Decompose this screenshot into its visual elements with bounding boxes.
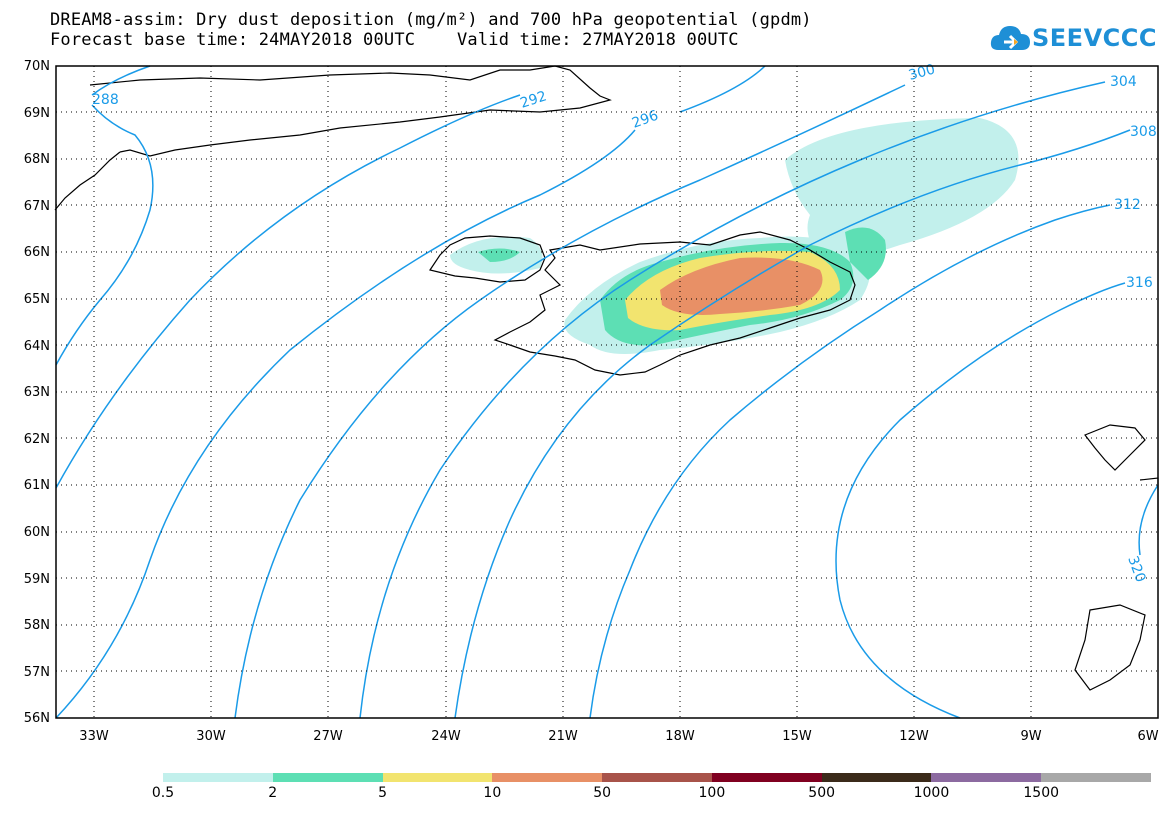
- lon-label: 27W: [313, 729, 343, 744]
- lat-label: 62N: [24, 432, 50, 447]
- lat-label: 70N: [24, 59, 50, 74]
- legend-swatch: [272, 773, 383, 782]
- lon-label: 30W: [196, 729, 226, 744]
- forecast-times: Forecast base time: 24MAY2018 00UTC Vali…: [50, 30, 739, 50]
- contour-label: 320: [1124, 554, 1148, 585]
- dust-deposition-field: [450, 118, 1019, 354]
- lat-label: 61N: [24, 478, 50, 493]
- seevccc-logo: SEEVCCC: [990, 18, 1170, 58]
- lat-label: 57N: [24, 665, 50, 680]
- lat-label: 64N: [24, 339, 50, 354]
- legend-swatch: [821, 773, 932, 782]
- contour-label: 316: [1126, 275, 1153, 291]
- lon-label: 6W: [1137, 729, 1158, 744]
- contour-label: 300: [907, 61, 937, 83]
- logo-text: SEEVCCC: [1032, 24, 1157, 52]
- lon-label: 15W: [782, 729, 812, 744]
- lat-label: 67N: [24, 199, 50, 214]
- legend-swatch: [163, 773, 273, 782]
- longitude-labels: 33W 30W 27W 24W 21W 18W 15W 12W 9W 6W: [79, 729, 1158, 744]
- legend-swatch: [931, 773, 1042, 782]
- map-frame: [55, 65, 1159, 719]
- cloud-icon: [990, 26, 1030, 50]
- legend-label: 500: [808, 785, 836, 801]
- contour-label: 296: [630, 108, 661, 132]
- lon-label: 33W: [79, 729, 109, 744]
- lon-label: 18W: [665, 729, 695, 744]
- lat-label: 69N: [24, 106, 50, 121]
- map-title: DREAM8-assim: Dry dust deposition (mg/m²…: [50, 10, 812, 30]
- legend-label: 10: [483, 785, 502, 801]
- lat-label: 60N: [24, 525, 50, 540]
- legend-label: 1500: [1023, 785, 1060, 801]
- legend-label: 2: [268, 785, 278, 801]
- contour-label: 288: [92, 92, 119, 108]
- legend-label: 5: [378, 785, 388, 801]
- lon-label: 9W: [1020, 729, 1041, 744]
- legend-swatch: [492, 773, 603, 782]
- lat-label: 63N: [24, 385, 50, 400]
- graticule: [56, 66, 1158, 718]
- legend-swatch: [382, 773, 493, 782]
- contour-label: 304: [1110, 74, 1137, 90]
- lat-label: 59N: [24, 572, 50, 587]
- color-legend: [163, 773, 1152, 782]
- lat-label: 68N: [24, 152, 50, 167]
- lat-label: 65N: [24, 292, 50, 307]
- contour-label: 308: [1130, 124, 1157, 140]
- lat-label: 58N: [24, 618, 50, 633]
- legend-swatch: [1041, 773, 1152, 782]
- contour-labels: 288 292 296 300 304 308 312 316 320: [92, 61, 1157, 584]
- lon-label: 24W: [431, 729, 461, 744]
- lon-label: 21W: [548, 729, 578, 744]
- coastlines: [54, 65, 1159, 691]
- lon-label: 12W: [899, 729, 929, 744]
- lat-label: 66N: [24, 245, 50, 260]
- legend-label: 100: [698, 785, 726, 801]
- contour-label: 312: [1114, 197, 1141, 213]
- legend-label: 50: [593, 785, 612, 801]
- legend-swatch: [711, 773, 822, 782]
- contour-label: 292: [518, 88, 548, 111]
- legend-swatch: [602, 773, 712, 782]
- legend-label: 1000: [913, 785, 950, 801]
- lat-label: 56N: [24, 711, 50, 726]
- geopotential-contours: [55, 65, 1159, 719]
- latitude-labels: 70N 69N 68N 67N 66N 65N 64N 63N 62N 61N …: [24, 59, 50, 726]
- legend-label: 0.5: [151, 785, 175, 801]
